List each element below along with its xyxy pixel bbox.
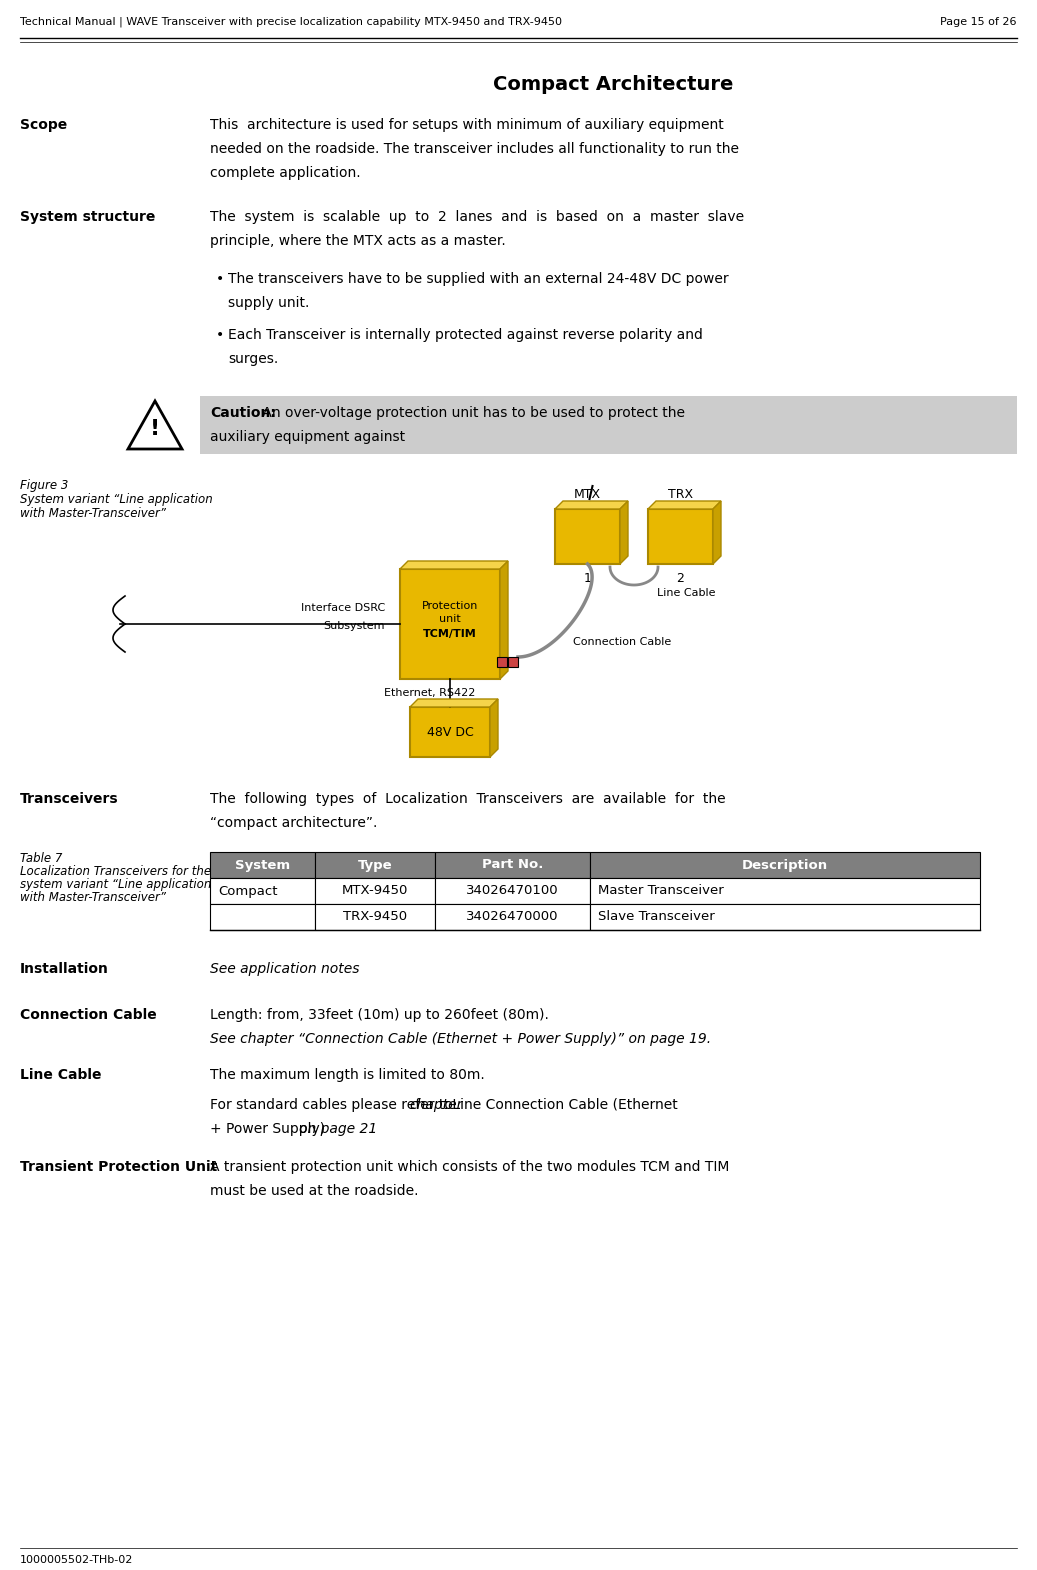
Text: Connection Cable: Connection Cable <box>20 1008 157 1022</box>
Text: MTX: MTX <box>573 488 601 501</box>
Text: Part No.: Part No. <box>482 859 543 871</box>
Text: Transient Protection Unit: Transient Protection Unit <box>20 1160 217 1174</box>
Text: Ethernet, RS422: Ethernet, RS422 <box>385 688 476 699</box>
Text: “compact architecture”.: “compact architecture”. <box>211 816 377 831</box>
Text: with Master-Transceiver”: with Master-Transceiver” <box>20 892 166 904</box>
Bar <box>315 904 435 929</box>
Text: Subsystem: Subsystem <box>324 622 385 631</box>
Text: System structure: System structure <box>20 210 156 225</box>
Polygon shape <box>648 501 721 509</box>
Text: Installation: Installation <box>20 962 109 977</box>
Text: Technical Manual | WAVE Transceiver with precise localization capability MTX-945: Technical Manual | WAVE Transceiver with… <box>20 17 562 27</box>
Text: 2: 2 <box>676 573 684 586</box>
Text: Figure 3: Figure 3 <box>20 479 68 491</box>
Text: chapter: chapter <box>410 1097 464 1112</box>
Bar <box>315 878 435 904</box>
FancyBboxPatch shape <box>555 509 620 564</box>
Polygon shape <box>491 699 498 757</box>
Text: auxiliary equipment against: auxiliary equipment against <box>211 430 405 444</box>
Text: complete application.: complete application. <box>211 166 361 181</box>
Text: with Master-Transceiver”: with Master-Transceiver” <box>20 507 166 520</box>
Text: Line Cable: Line Cable <box>657 589 716 598</box>
Text: The transceivers have to be supplied with an external 24-48V DC power: The transceivers have to be supplied wit… <box>228 272 729 286</box>
Text: Localization Transceivers for the: Localization Transceivers for the <box>20 865 212 878</box>
Bar <box>590 853 980 878</box>
Text: See chapter “Connection Cable (Ethernet + Power Supply)” on page 19.: See chapter “Connection Cable (Ethernet … <box>211 1031 711 1046</box>
Text: 34026470000: 34026470000 <box>467 911 559 923</box>
Text: System: System <box>235 859 290 871</box>
Text: MTX-9450: MTX-9450 <box>342 884 409 898</box>
Text: Master Transceiver: Master Transceiver <box>598 884 724 898</box>
FancyBboxPatch shape <box>410 706 491 757</box>
Polygon shape <box>620 501 628 564</box>
Text: needed on the roadside. The transceiver includes all functionality to run the: needed on the roadside. The transceiver … <box>211 141 739 155</box>
Text: !: ! <box>150 419 160 440</box>
Text: Type: Type <box>358 859 392 871</box>
Polygon shape <box>713 501 721 564</box>
Text: A transient protection unit which consists of the two modules TCM and TIM: A transient protection unit which consis… <box>211 1160 729 1174</box>
Bar <box>211 878 315 904</box>
Bar <box>435 853 590 878</box>
Polygon shape <box>500 560 508 678</box>
Text: The  following  types  of  Localization  Transceivers  are  available  for  the: The following types of Localization Tran… <box>211 791 726 805</box>
Polygon shape <box>410 699 498 706</box>
Text: TRX-9450: TRX-9450 <box>343 911 408 923</box>
Bar <box>435 904 590 929</box>
Text: unit: unit <box>439 614 460 623</box>
Text: Transceivers: Transceivers <box>20 791 118 805</box>
Text: System variant “Line application: System variant “Line application <box>20 493 213 506</box>
Bar <box>200 396 1017 454</box>
Bar <box>497 656 507 667</box>
Text: TCM/TIM: TCM/TIM <box>423 630 477 639</box>
Bar <box>590 904 980 929</box>
Bar <box>435 878 590 904</box>
Text: on page 21: on page 21 <box>299 1123 377 1137</box>
Text: 34026470100: 34026470100 <box>467 884 559 898</box>
Text: For standard cables please refer to: For standard cables please refer to <box>211 1097 457 1112</box>
Text: Compact: Compact <box>218 884 278 898</box>
Bar <box>211 904 315 929</box>
Text: This  architecture is used for setups with minimum of auxiliary equipment: This architecture is used for setups wit… <box>211 118 724 132</box>
Text: Scope: Scope <box>20 118 67 132</box>
Text: 1: 1 <box>584 573 591 586</box>
Text: An over-voltage protection unit has to be used to protect the: An over-voltage protection unit has to b… <box>258 407 685 421</box>
Bar <box>211 853 315 878</box>
Text: Line Connection Cable (Ethernet: Line Connection Cable (Ethernet <box>448 1097 677 1112</box>
Bar <box>590 878 980 904</box>
Text: See application notes: See application notes <box>211 962 360 977</box>
Text: Compact Architecture: Compact Architecture <box>494 75 734 94</box>
Text: Page 15 of 26: Page 15 of 26 <box>941 17 1017 27</box>
Polygon shape <box>400 560 508 568</box>
FancyBboxPatch shape <box>400 568 500 678</box>
Text: surges.: surges. <box>228 352 278 366</box>
Text: 48V DC: 48V DC <box>426 725 473 738</box>
FancyBboxPatch shape <box>648 509 713 564</box>
Text: Slave Transceiver: Slave Transceiver <box>598 911 714 923</box>
Text: Line Cable: Line Cable <box>20 1068 102 1082</box>
Text: Connection Cable: Connection Cable <box>573 637 671 647</box>
Polygon shape <box>555 501 628 509</box>
Text: supply unit.: supply unit. <box>228 297 309 309</box>
Text: •: • <box>216 272 224 286</box>
Text: Protection: Protection <box>422 601 478 611</box>
Polygon shape <box>128 400 183 449</box>
Text: TRX: TRX <box>668 488 693 501</box>
Text: The  system  is  scalable  up  to  2  lanes  and  is  based  on  a  master  slav: The system is scalable up to 2 lanes and… <box>211 210 745 225</box>
Text: system variant “Line application: system variant “Line application <box>20 878 212 892</box>
Text: Interface DSRC: Interface DSRC <box>301 603 385 612</box>
Text: Description: Description <box>741 859 829 871</box>
Text: The maximum length is limited to 80m.: The maximum length is limited to 80m. <box>211 1068 484 1082</box>
Text: Each Transceiver is internally protected against reverse polarity and: Each Transceiver is internally protected… <box>228 328 703 342</box>
Text: 1000005502-THb-02: 1000005502-THb-02 <box>20 1554 134 1565</box>
Text: Table 7: Table 7 <box>20 853 62 865</box>
Bar <box>315 853 435 878</box>
Text: Length: from, 33feet (10m) up to 260feet (80m).: Length: from, 33feet (10m) up to 260feet… <box>211 1008 549 1022</box>
Bar <box>508 656 518 667</box>
Text: Caution:: Caution: <box>211 407 276 421</box>
Text: principle, where the MTX acts as a master.: principle, where the MTX acts as a maste… <box>211 234 506 248</box>
Text: must be used at the roadside.: must be used at the roadside. <box>211 1184 419 1198</box>
Text: •: • <box>216 328 224 342</box>
Text: + Power Supply): + Power Supply) <box>211 1123 330 1137</box>
